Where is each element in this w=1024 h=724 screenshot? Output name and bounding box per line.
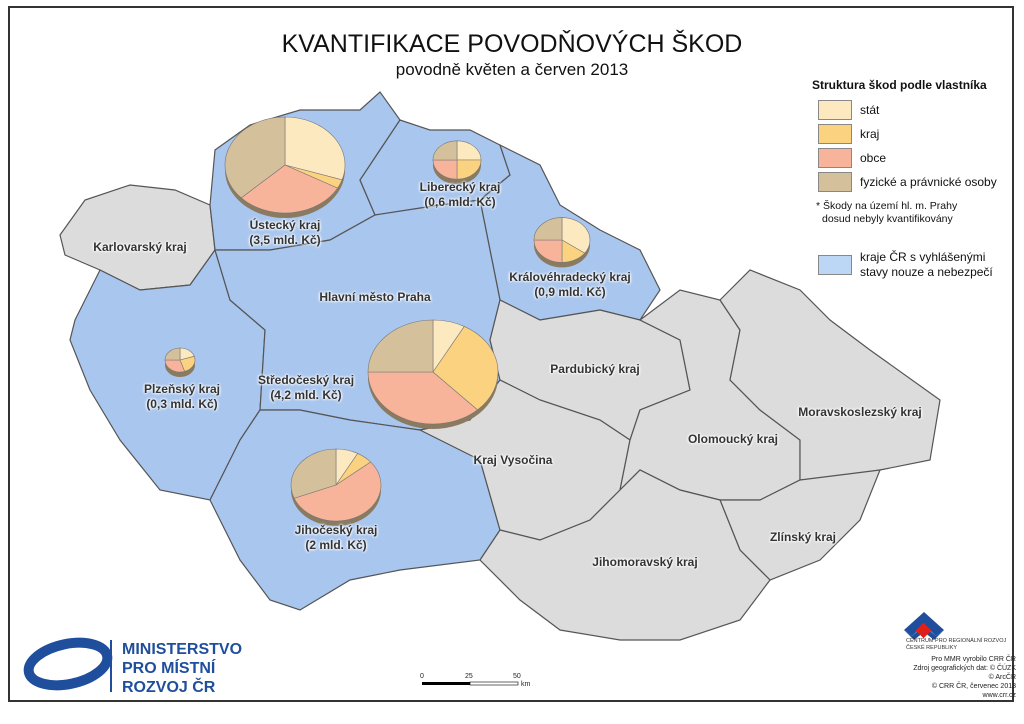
credits: Pro MMR vyrobilo CRR ČR Zdroj geografický… bbox=[913, 656, 1016, 699]
ministry-divider bbox=[110, 640, 112, 692]
scale-tick: 25 bbox=[465, 673, 473, 680]
region-label: Středočeský kraj (4,2 mld. Kč) bbox=[257, 373, 355, 402]
pie-slice-fyzicke bbox=[290, 448, 337, 499]
pie-stredocesky-kraj bbox=[367, 319, 499, 429]
legend-label: fyzické a právnické osoby bbox=[860, 175, 997, 189]
ministry-name: MINISTERSTVO PRO MÍSTNÍ ROZVOJ ČR bbox=[122, 641, 243, 696]
pie-slice-obce bbox=[533, 239, 563, 263]
map-frame bbox=[8, 6, 1014, 702]
legend-swatch bbox=[818, 124, 852, 144]
pie-slice-obce bbox=[164, 359, 186, 373]
pie-ustecky-kraj bbox=[224, 116, 346, 218]
legend-item-kraj: kraj bbox=[812, 122, 1002, 146]
map-subtitle: povodně květen a červen 2013 bbox=[395, 60, 629, 79]
region-label: Plzeňský kraj (0,3 mld. Kč) bbox=[143, 382, 221, 411]
pie-slice-kraj bbox=[456, 159, 482, 180]
legend-item-fyzicke: fyzické a právnické osoby bbox=[812, 170, 1002, 194]
scale-unit: km bbox=[521, 681, 531, 688]
region-label: Zlínský kraj bbox=[769, 530, 837, 544]
legend-title: Struktura škod podle vlastníka bbox=[812, 78, 987, 92]
pie-slice-fyzicke bbox=[432, 140, 458, 161]
pie-slice-stat bbox=[456, 140, 482, 161]
region-label: Královéhradecký kraj (0,9 mld. Kč) bbox=[509, 270, 631, 299]
pie-plzensky-kraj bbox=[164, 347, 196, 377]
region-label: Moravskoslezský kraj bbox=[798, 405, 922, 419]
legend-note: * Škody na území hl. m. Prahy dosud nebyl… bbox=[816, 200, 958, 225]
legend-label: kraj bbox=[860, 127, 880, 141]
legend-swatch bbox=[818, 172, 852, 192]
pie-liberecky-kraj bbox=[432, 140, 482, 185]
region-karlovarsky-kraj bbox=[59, 184, 216, 291]
legend-swatch bbox=[818, 100, 852, 120]
pie-slice-fyzicke bbox=[224, 116, 286, 199]
region-label: Jihomoravský kraj bbox=[592, 555, 698, 569]
map-title: KVANTIFIKACE POVODŇOVÝCH ŠKOD bbox=[281, 30, 743, 58]
pie-slice-fyzicke bbox=[164, 347, 181, 361]
legend: Struktura škod podle vlastníka stát kraj… bbox=[812, 78, 1002, 282]
pie-slice-obce bbox=[367, 371, 478, 425]
pie-kralovehradecky-kraj bbox=[533, 217, 591, 268]
region-label: Liberecký kraj (0,6 mld. Kč) bbox=[419, 180, 501, 209]
crr-name: CENTRUM PRO REGIONÁLNÍ ROZVOJ ČESKÉ REPUB… bbox=[906, 638, 1007, 651]
legend-item-stat: stát bbox=[812, 98, 1002, 122]
pie-slice-fyzicke bbox=[533, 217, 563, 241]
legend-swatch bbox=[818, 148, 852, 168]
legend-label: obce bbox=[860, 151, 887, 165]
region-label: Kraj Vysočina bbox=[473, 453, 553, 467]
region-label: Hlavní město Praha bbox=[319, 290, 431, 304]
legend-label: stát bbox=[860, 103, 880, 117]
region-label: Olomoucký kraj bbox=[687, 432, 779, 446]
legend-swatch bbox=[818, 255, 852, 275]
scale-tick: 50 bbox=[513, 673, 521, 680]
pie-slice-obce bbox=[293, 461, 382, 522]
legend-item-obce: obce bbox=[812, 146, 1002, 170]
region-jihomoravsky-kraj bbox=[479, 469, 771, 641]
pie-slice-obce bbox=[432, 159, 458, 180]
region-label: Karlovarský kraj bbox=[93, 240, 187, 254]
legend-item-affected: kraje ČR s vyhlášenými stavy nouze a nebe… bbox=[812, 248, 1002, 282]
pie-slice-stat bbox=[561, 217, 591, 254]
region-label: Pardubický kraj bbox=[550, 362, 640, 376]
pie-slice-stat bbox=[284, 116, 346, 181]
pie-slice-obce bbox=[240, 164, 339, 214]
pie-slice-kraj bbox=[432, 326, 499, 411]
region-label: Ústecký kraj (3,5 mld. Kč) bbox=[249, 218, 321, 247]
pie-slice-fyzicke bbox=[367, 319, 434, 373]
pie-jihocesky-kraj bbox=[290, 448, 382, 526]
scale-tick: 0 bbox=[420, 673, 424, 680]
region-label: Jihočeský kraj (2 mld. Kč) bbox=[294, 523, 378, 552]
